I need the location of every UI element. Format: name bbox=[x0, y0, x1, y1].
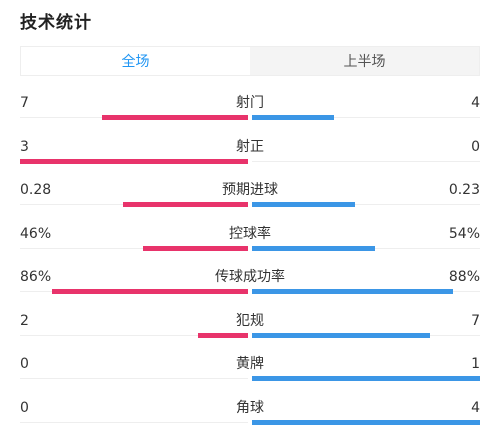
home-value: 0 bbox=[20, 356, 29, 372]
stat-row: 86% 传球成功率 88% bbox=[0, 268, 500, 312]
away-bar bbox=[252, 289, 453, 294]
away-track bbox=[252, 117, 480, 118]
away-value: 0 bbox=[471, 138, 480, 155]
away-track bbox=[252, 204, 480, 205]
stat-label: 传球成功率 bbox=[215, 269, 285, 285]
away-value: 0.23 bbox=[448, 182, 480, 198]
home-bar bbox=[143, 245, 248, 251]
away-value: 7 bbox=[471, 312, 480, 329]
away-value: 4 bbox=[471, 95, 480, 111]
away-bar bbox=[252, 376, 480, 381]
away-bar bbox=[252, 332, 430, 338]
away-bar bbox=[252, 245, 375, 251]
stat-label: 射门 bbox=[236, 95, 264, 111]
home-value: 86% bbox=[20, 269, 52, 285]
page-title: 技术统计 bbox=[20, 13, 92, 33]
stat-label: 犯规 bbox=[236, 312, 264, 329]
stat-label: 射正 bbox=[236, 138, 264, 155]
home-bar bbox=[123, 202, 248, 207]
away-bar bbox=[252, 115, 334, 120]
stat-label: 控球率 bbox=[229, 225, 271, 242]
stat-row: 0 黄牌 1 bbox=[0, 355, 500, 399]
stat-label: 角球 bbox=[236, 399, 264, 416]
away-bar bbox=[252, 202, 355, 207]
home-value: 2 bbox=[20, 312, 29, 329]
home-bar bbox=[198, 332, 248, 338]
away-value: 88% bbox=[448, 269, 480, 285]
home-value: 0 bbox=[20, 399, 29, 416]
home-track bbox=[20, 378, 248, 379]
home-track bbox=[20, 247, 248, 249]
stat-row: 7 射门 4 bbox=[0, 94, 500, 138]
home-value: 7 bbox=[20, 95, 29, 111]
away-bar bbox=[252, 419, 480, 425]
tab-first-half[interactable]: 上半场 bbox=[343, 54, 386, 70]
tab-full-match[interactable]: 全场 bbox=[21, 47, 250, 75]
home-value: 3 bbox=[20, 138, 29, 155]
home-value: 0.28 bbox=[20, 182, 52, 198]
home-track bbox=[20, 334, 248, 336]
stat-label: 预期进球 bbox=[222, 182, 278, 198]
stat-row: 0.28 预期进球 0.23 bbox=[0, 181, 500, 225]
away-track bbox=[252, 160, 480, 162]
away-value: 54% bbox=[448, 225, 480, 242]
home-value: 46% bbox=[20, 225, 52, 242]
away-value: 4 bbox=[471, 399, 480, 416]
home-bar bbox=[102, 115, 248, 120]
home-track bbox=[20, 421, 248, 423]
stat-row: 0 角球 4 bbox=[0, 399, 500, 443]
stat-row: 3 射正 0 bbox=[0, 138, 500, 182]
stat-label: 黄牌 bbox=[236, 356, 264, 372]
home-bar bbox=[20, 158, 248, 164]
stat-row: 2 犯规 7 bbox=[0, 312, 500, 356]
stat-row: 46% 控球率 54% bbox=[0, 225, 500, 269]
home-bar bbox=[52, 289, 248, 294]
period-tabs: 全场 上半场 bbox=[20, 46, 480, 76]
away-value: 1 bbox=[471, 356, 480, 372]
